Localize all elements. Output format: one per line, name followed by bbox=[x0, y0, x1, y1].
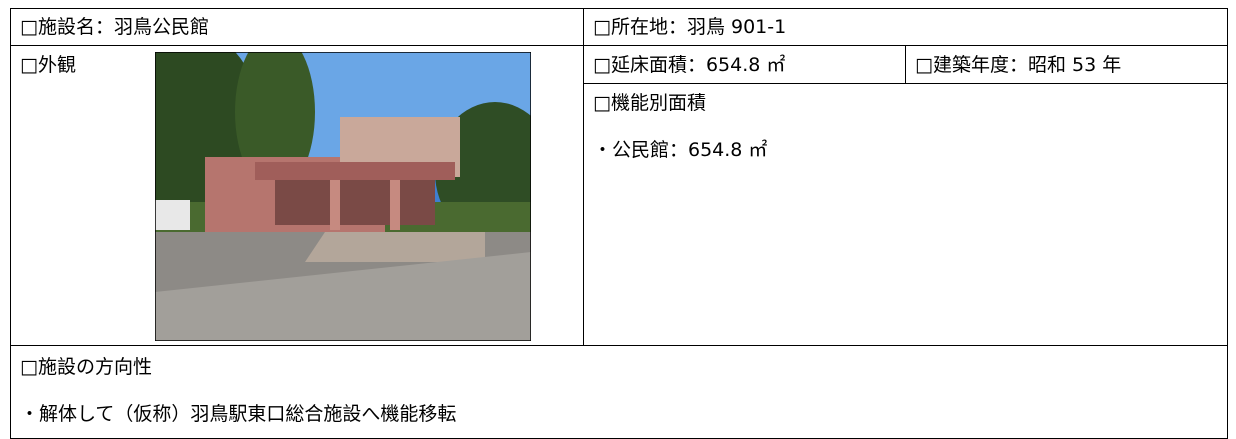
construction-year: □建築年度：昭和 53 年 bbox=[915, 54, 1122, 76]
exterior-photo bbox=[155, 52, 531, 341]
exterior-label: □外観 bbox=[20, 54, 76, 76]
direction-item: ・解体して（仮称）羽鳥駅東口総合施設へ機能移転 bbox=[20, 403, 457, 425]
table-cell bbox=[583, 83, 1228, 346]
area-by-function-item: ・公民館：654.8 ㎡ bbox=[593, 139, 768, 161]
facility-name: □施設名：羽鳥公民館 bbox=[20, 16, 209, 38]
area-by-function-label: □機能別面積 bbox=[593, 92, 706, 114]
location: □所在地：羽鳥 901-1 bbox=[593, 16, 787, 38]
direction-label: □施設の方向性 bbox=[20, 356, 152, 378]
floor-area: □延床面積：654.8 ㎡ bbox=[593, 54, 786, 76]
